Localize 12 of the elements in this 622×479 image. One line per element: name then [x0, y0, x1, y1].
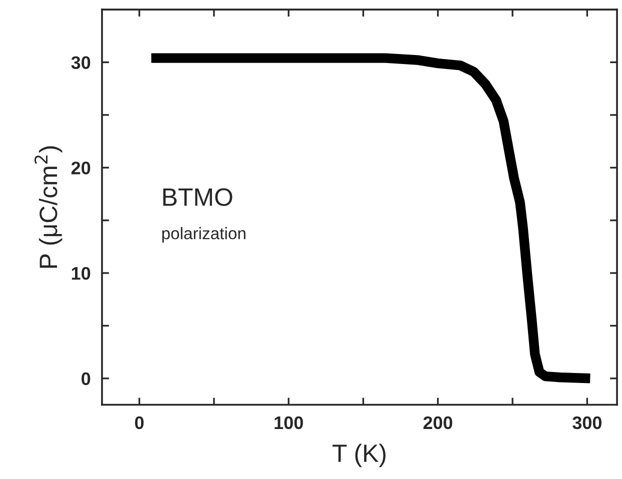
y-tick-label: 0	[82, 372, 90, 386]
x-tick-label: 300	[572, 416, 602, 430]
x-tick-label: 0	[135, 416, 144, 430]
y-tick-label: 20	[71, 162, 90, 174]
annotation: BTMO	[163, 188, 232, 206]
x-tick-label: 200	[423, 416, 452, 430]
y-axis-title: P (μC/cm$^{2}$)	[34, 146, 62, 268]
annotation: polarization	[162, 227, 246, 243]
y-tick-label: 10	[72, 266, 90, 280]
x-tick-label: 100	[274, 416, 303, 430]
x-axis-title: T (K)	[332, 444, 386, 468]
y-tick-label: 30	[71, 56, 90, 70]
